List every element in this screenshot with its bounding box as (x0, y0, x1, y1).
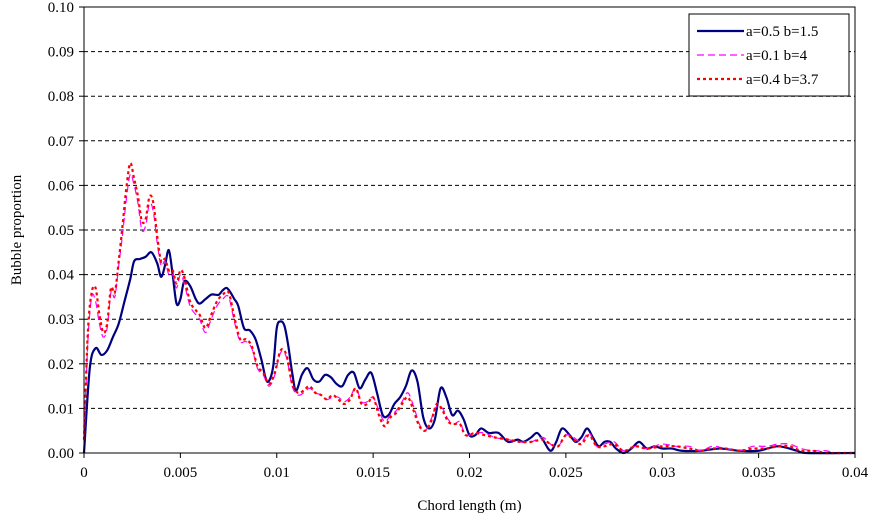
x-tick-labels: 0 0.005 0.01 0.015 0.02 0.025 0.03 0.035 0.04 (80, 465, 868, 481)
legend-label: a=0.1 b=4 (746, 48, 808, 64)
series-line-3 (82, 161, 855, 455)
x-tick-label: 0.02 (456, 465, 482, 481)
x-tick-label: 0.015 (356, 465, 390, 481)
y-tick-label: 0.08 (48, 89, 74, 105)
legend-box (688, 13, 850, 97)
y-tick-label: 0.05 (48, 223, 74, 239)
legend-label: a=0.4 b=3.7 (746, 72, 819, 88)
y-tick-label: 0.00 (48, 446, 74, 462)
legend: a=0.5 b=1.5 a=0.1 b=4 a=0.4 b=3.7 (688, 13, 850, 97)
y-axis-title: Bubble proportion (9, 174, 25, 285)
x-tick-label: 0 (80, 465, 88, 481)
y-tick-label: 0.06 (48, 178, 75, 194)
y-tick-label: 0.07 (48, 134, 75, 150)
series-layer (82, 161, 856, 455)
x-tick-label: 0.04 (842, 465, 869, 481)
x-tick-label: 0.035 (742, 465, 776, 481)
y-tick-labels: 0.00 0.01 0.02 0.03 0.04 0.05 0.06 0.07 0.08 0.09… (48, 0, 75, 462)
y-tick-label: 0.09 (48, 45, 74, 61)
x-tick-label: 0.005 (164, 465, 198, 481)
x-tick-label: 0.01 (264, 465, 290, 481)
x-axis-title: Chord length (m) (417, 498, 521, 514)
axis-ticks (79, 6, 856, 458)
x-tick-label: 0.025 (549, 465, 583, 481)
x-tick-label: 0.03 (649, 465, 675, 481)
y-tick-label: 0.04 (48, 268, 75, 284)
series-line-2 (83, 173, 856, 454)
y-tick-label: 0.10 (48, 0, 74, 16)
y-tick-label: 0.03 (48, 312, 74, 328)
legend-label: a=0.5 b=1.5 (746, 24, 818, 40)
y-tick-label: 0.01 (48, 401, 74, 417)
grid-lines (84, 51, 855, 409)
y-tick-label: 0.02 (48, 357, 74, 373)
